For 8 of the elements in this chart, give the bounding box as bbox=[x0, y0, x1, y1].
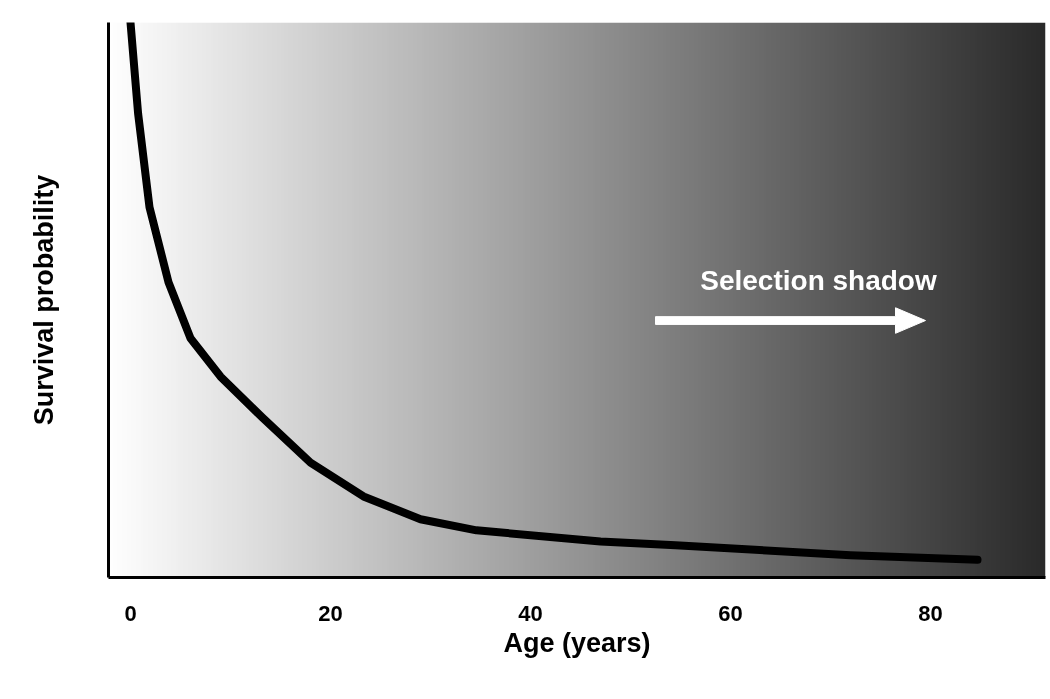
x-tick-label: 80 bbox=[918, 600, 943, 626]
x-tick-label: 0 bbox=[124, 600, 137, 626]
y-axis-title: Survival probability bbox=[28, 174, 59, 426]
x-axis-title: Age (years) bbox=[503, 627, 651, 658]
x-tick-label: 20 bbox=[318, 600, 343, 626]
annotation: Selection shadow bbox=[700, 265, 937, 297]
x-tick-label: 60 bbox=[718, 600, 743, 626]
x-tick-label: 40 bbox=[518, 600, 543, 626]
